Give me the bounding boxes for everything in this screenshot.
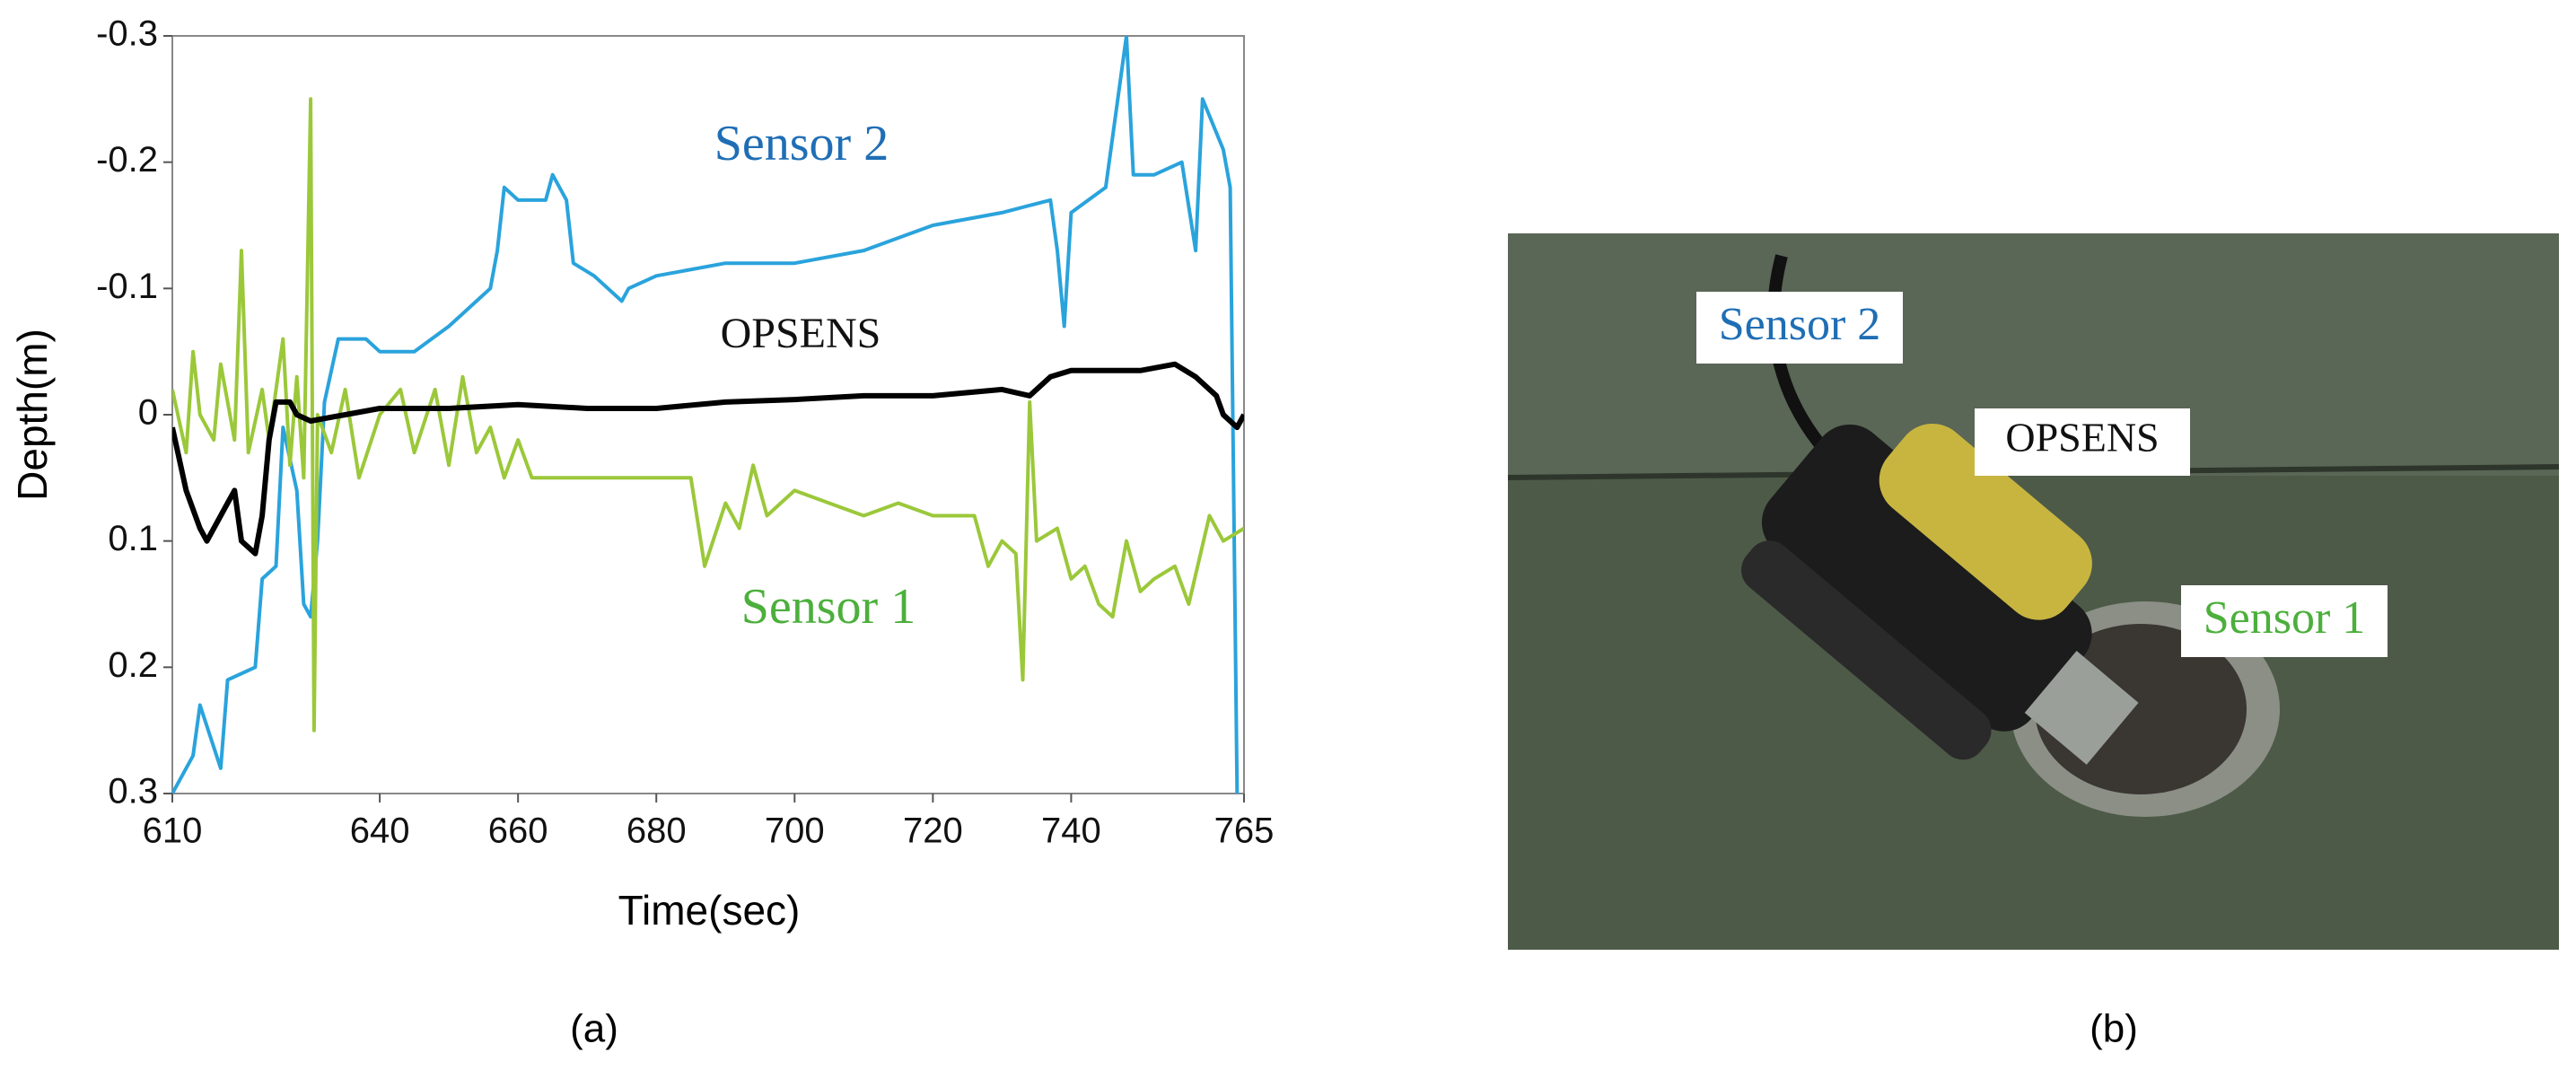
x-tick-label: 765	[1214, 811, 1275, 851]
y-axis-title: Depth(m)	[9, 329, 56, 501]
y-tick-label: 0.3	[108, 772, 158, 811]
series-line	[172, 361, 1244, 557]
photo-label: Sensor 2	[1719, 299, 1881, 350]
label-box	[1696, 292, 1903, 364]
x-tick-label: 680	[626, 811, 687, 851]
plot-lines	[172, 36, 1244, 794]
x-axis-title: Time(sec)	[618, 887, 801, 934]
y-tick-label: -0.3	[96, 14, 158, 54]
annotation: Sensor 1	[741, 579, 916, 635]
y-tick-label: 0	[138, 393, 158, 433]
label-box	[1975, 408, 2190, 476]
x-tick-label: 660	[488, 811, 548, 851]
robot	[1741, 423, 2139, 765]
annotation: Sensor 2	[714, 116, 889, 171]
photo: Sensor 2 OPSENS Sensor 1	[1507, 233, 2560, 950]
label-box	[2181, 585, 2388, 657]
panel-label: (b)	[2090, 1007, 2138, 1051]
y-tick-label: -0.2	[96, 140, 158, 180]
x-tick-label: 700	[765, 811, 825, 851]
photo-label: Sensor 1	[2204, 592, 2366, 644]
annotation: OPSENS	[721, 310, 881, 357]
y-tick-label: 0.2	[108, 645, 158, 685]
photo-label: OPSENS	[2005, 415, 2159, 460]
x-tick-label: 640	[350, 811, 410, 851]
x-tick-label: 610	[143, 811, 203, 851]
x-tick-label: 740	[1041, 811, 1101, 851]
x-tick-label: 720	[903, 811, 963, 851]
y-tick-label: 0.1	[108, 519, 158, 558]
y-tick-label: -0.1	[96, 267, 158, 306]
panel-label: (a)	[570, 1007, 618, 1051]
series-line	[172, 97, 1244, 732]
